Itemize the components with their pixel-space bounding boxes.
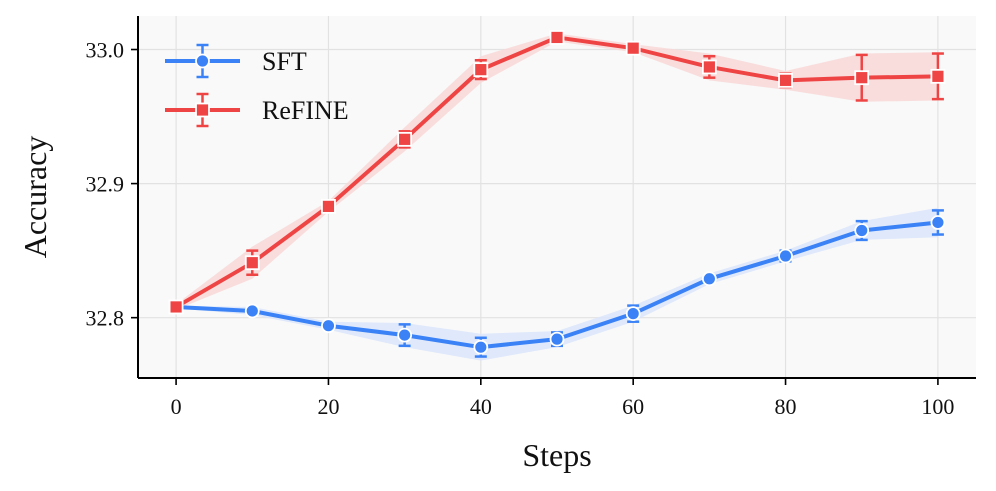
refine-point [244, 255, 260, 271]
sft-point [701, 271, 717, 287]
refine-point [930, 68, 946, 84]
x-axis-label: Steps [522, 437, 591, 473]
sft-point [473, 339, 489, 355]
y-tick-label: 33.0 [86, 38, 125, 63]
sft-point [930, 215, 946, 230]
y-tick-label: 32.9 [86, 172, 125, 197]
x-tick-label: 100 [921, 394, 954, 419]
x-tick-label: 80 [775, 394, 797, 419]
x-tick-label: 0 [171, 394, 182, 419]
refine-point [321, 198, 336, 214]
legend-marker-refine [195, 102, 210, 118]
legend-label-sft: SFT [262, 47, 307, 76]
x-tick-label: 40 [470, 394, 492, 419]
y-tick-label: 32.8 [86, 306, 125, 331]
x-tick-label: 20 [317, 394, 339, 419]
legend-item-sft: SFT [165, 43, 307, 79]
sft-point [778, 248, 793, 264]
sft-point [244, 303, 260, 319]
legend-item-refine: ReFINE [165, 92, 349, 128]
sft-point [854, 223, 870, 238]
refine-point [168, 299, 184, 315]
refine-point [397, 131, 413, 147]
refine-point [778, 72, 793, 88]
x-tick-label: 60 [622, 394, 644, 419]
refine-point [854, 70, 870, 86]
legend: SFT ReFINE [165, 43, 349, 128]
sft-point [625, 306, 641, 322]
refine-point [549, 30, 565, 45]
refine-point [625, 40, 641, 56]
sft-point [549, 331, 565, 347]
legend-label-refine: ReFINE [262, 96, 349, 125]
data-points [168, 30, 946, 355]
refine-point [701, 59, 717, 75]
sft-point [397, 327, 413, 343]
legend-marker-sft [195, 53, 210, 69]
sft-point [321, 318, 336, 334]
y-axis-ticks: 32.8 32.9 33.0 [86, 38, 138, 331]
x-axis-ticks: 0 20 40 60 80 100 [171, 378, 954, 419]
y-axis-label: Accuracy [17, 136, 53, 259]
refine-point [473, 62, 489, 78]
